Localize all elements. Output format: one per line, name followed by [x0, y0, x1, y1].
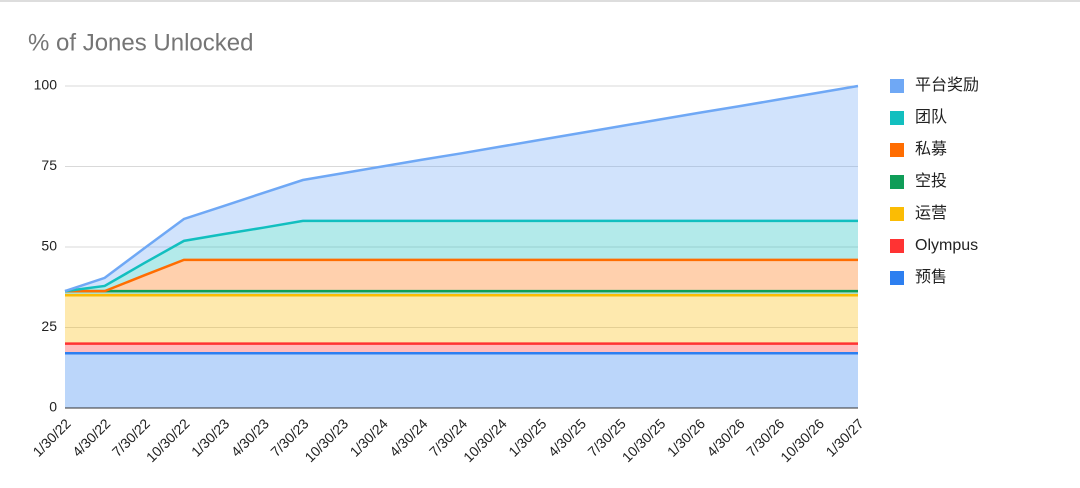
x-tick-label: 10/30/26 — [777, 415, 827, 465]
legend-swatch — [890, 143, 904, 157]
x-tick-label: 1/30/23 — [188, 415, 232, 459]
x-tick-label: 4/30/25 — [545, 415, 589, 459]
y-tick-label: 75 — [41, 157, 57, 173]
x-tick-label: 10/30/23 — [301, 415, 351, 465]
legend-swatch — [890, 207, 904, 221]
x-tick-label: 1/30/26 — [664, 415, 708, 459]
legend-label: 平台奖励 — [915, 76, 979, 94]
x-tick-label: 4/30/26 — [703, 415, 747, 459]
line — [65, 258, 858, 293]
x-tick-label: 1/30/24 — [347, 415, 391, 459]
area — [65, 295, 858, 344]
y-tick-label: 50 — [41, 238, 57, 254]
y-tick-label: 100 — [34, 77, 58, 93]
legend-label: 运营 — [915, 204, 947, 222]
legend-label: Olympus — [915, 237, 978, 254]
x-tick-label: 10/30/25 — [619, 415, 669, 465]
area — [65, 86, 858, 292]
x-tick-label: 1/30/22 — [29, 415, 73, 459]
legend-swatch — [890, 111, 904, 125]
y-tick-label: 0 — [49, 399, 57, 415]
legend-swatch — [890, 79, 904, 93]
legend-swatch — [890, 239, 904, 253]
legend-swatch — [890, 175, 904, 189]
x-tick-label: 1/30/27 — [822, 415, 866, 459]
line — [64, 84, 859, 293]
area — [65, 259, 858, 292]
legend-label: 空投 — [915, 172, 947, 190]
area — [65, 343, 858, 354]
chart-title: % of Jones Unlocked — [28, 29, 253, 56]
legend-label: 预售 — [915, 268, 947, 286]
x-tick-label: 4/30/24 — [386, 415, 430, 459]
legend-label: 团队 — [915, 108, 947, 126]
legend-swatch — [890, 271, 904, 285]
area — [65, 353, 858, 408]
x-tick-label: 10/30/24 — [460, 415, 510, 465]
legend-label: 私募 — [915, 140, 947, 158]
x-tick-label: 10/30/22 — [143, 415, 193, 465]
x-tick-label: 4/30/23 — [228, 415, 272, 459]
x-tick-label: 4/30/22 — [69, 415, 113, 459]
y-tick-label: 25 — [41, 318, 57, 334]
x-tick-label: 1/30/25 — [505, 415, 549, 459]
line — [64, 219, 858, 293]
area — [65, 220, 858, 292]
